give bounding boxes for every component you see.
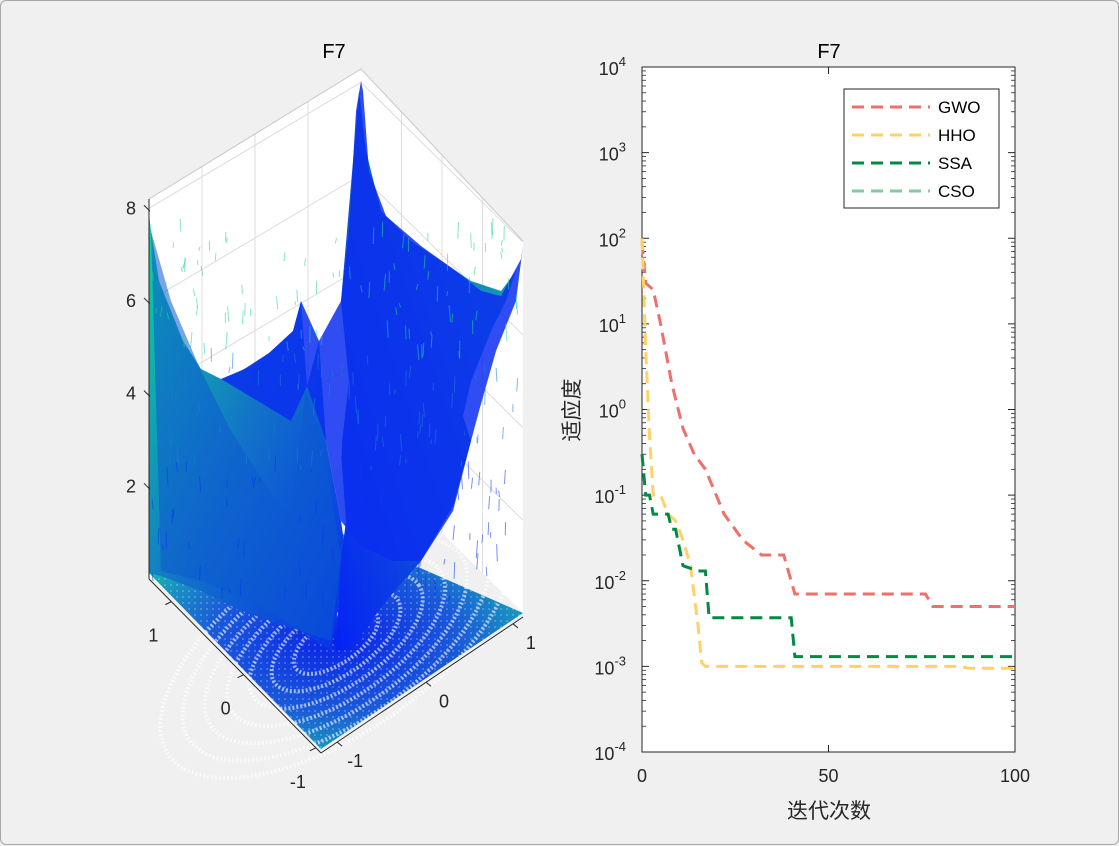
z-tick-label: 4 — [126, 384, 136, 404]
y-tick-label: 103 — [599, 140, 626, 165]
legend-label-gwo: GWO — [938, 98, 981, 117]
x-axis-label: 迭代次数 — [787, 799, 871, 823]
base-tick-label: 1 — [148, 626, 158, 646]
y-tick-label: 100 — [599, 397, 626, 422]
z-axis-ticks: 2 4 6 8 — [126, 198, 150, 496]
x-tick-label: 50 — [818, 766, 838, 786]
z-tick-label: 8 — [126, 198, 136, 218]
x-tick-label: 100 — [1000, 766, 1030, 786]
convergence-title: F7 — [817, 41, 840, 63]
y-axis-label: 适应度 — [560, 379, 584, 442]
y-tick-label: 10-2 — [594, 568, 626, 593]
x-tick-label: 0 — [637, 766, 647, 786]
base-tick-label: 0 — [439, 691, 449, 711]
base-tick-label: -1 — [347, 751, 363, 771]
legend[interactable]: GWO HHO SSA CSO — [844, 89, 999, 208]
legend-label-hho: HHO — [938, 126, 976, 145]
z-tick-label: 2 — [126, 476, 136, 496]
y-tick-label: 10-4 — [594, 739, 626, 764]
y-tick-label: 10-1 — [594, 482, 626, 507]
base-tick-label: 1 — [526, 633, 536, 653]
surface-title: F7 — [322, 41, 345, 63]
y-tick-label: 102 — [599, 225, 626, 250]
y-tick-label: 104 — [599, 54, 626, 79]
base-tick-label: -1 — [290, 772, 306, 792]
legend-label-ssa: SSA — [938, 154, 973, 173]
base-tick-label: 0 — [221, 699, 231, 719]
convergence-axes: 10-4 10-3 10-2 10-1 100 101 102 103 104 0 50 100 F7… — [560, 41, 1030, 823]
y-tick-label: 101 — [599, 311, 626, 336]
legend-label-cso: CSO — [938, 182, 975, 201]
y-tick-label: 10-3 — [594, 653, 626, 678]
z-tick-label: 6 — [126, 291, 136, 311]
